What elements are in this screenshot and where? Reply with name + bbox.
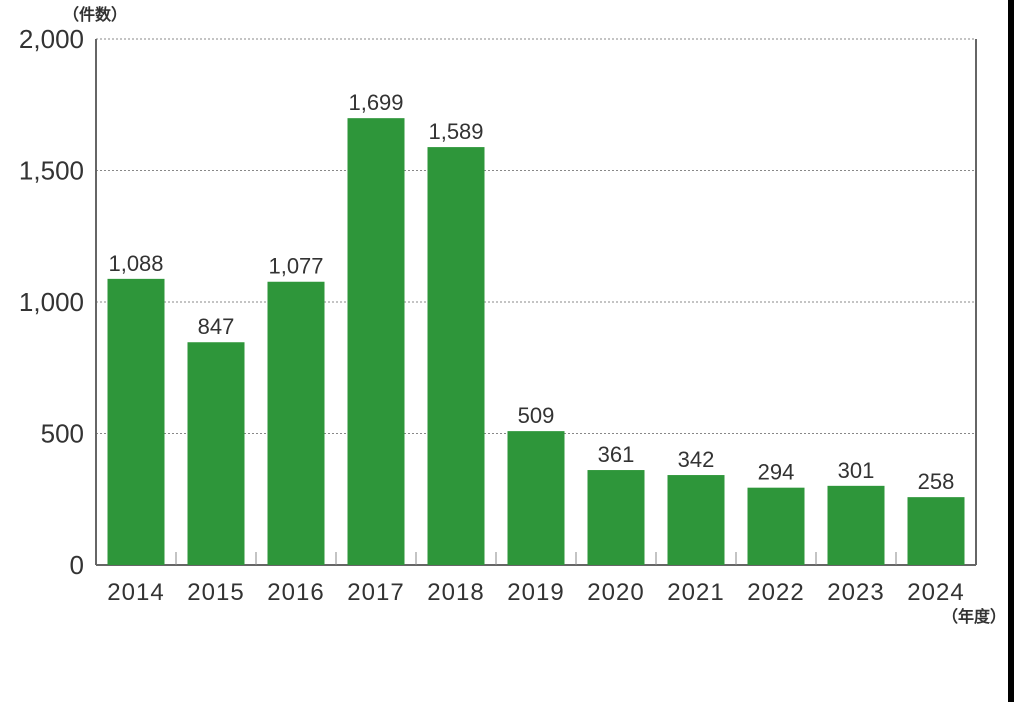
data-label: 294 xyxy=(758,460,795,485)
bar xyxy=(427,147,485,565)
x-tick-label: 2016 xyxy=(267,579,324,606)
x-tick-label: 2017 xyxy=(347,579,404,606)
data-label: 1,699 xyxy=(348,90,403,115)
bars xyxy=(107,118,965,566)
x-axis-unit-label: （年度） xyxy=(942,607,1006,626)
bar xyxy=(267,281,325,565)
data-labels: 1,088 847 1,077 1,699 1,589 509 361 342 294 301 25… xyxy=(108,90,954,494)
x-tick-label: 2018 xyxy=(427,579,484,606)
data-label: 361 xyxy=(598,442,635,467)
x-tick-label: 2024 xyxy=(907,579,964,606)
x-tick-label: 2019 xyxy=(507,579,564,606)
bar xyxy=(347,118,405,566)
data-label: 1,589 xyxy=(428,119,483,144)
bar xyxy=(587,470,645,565)
bar xyxy=(507,431,565,565)
data-label: 847 xyxy=(198,314,235,339)
x-tick-label: 2021 xyxy=(667,579,724,606)
bar xyxy=(107,278,165,565)
x-tick-label: 2023 xyxy=(827,579,884,606)
y-tick-label: 1,000 xyxy=(19,287,84,317)
data-label: 1,077 xyxy=(268,254,323,279)
y-tick-labels: 0 500 1,000 1,500 2,000 xyxy=(19,24,84,580)
data-label: 342 xyxy=(678,447,715,472)
y-tick-label: 500 xyxy=(41,419,84,449)
data-label: 509 xyxy=(518,403,555,428)
x-tick-label: 2022 xyxy=(747,579,804,606)
y-axis-unit-label: （件数） xyxy=(63,5,127,24)
y-tick-label: 2,000 xyxy=(19,24,84,54)
bar xyxy=(827,485,885,565)
bar xyxy=(187,342,245,565)
x-tick-label: 2014 xyxy=(107,579,164,606)
bar xyxy=(667,475,725,565)
x-tick-label: 2015 xyxy=(187,579,244,606)
x-tick-label: 2020 xyxy=(587,579,644,606)
bar xyxy=(747,487,805,565)
x-tick-labels: 2014 2015 2016 2017 2018 2019 2020 2021 2022 2023… xyxy=(107,579,964,606)
data-label: 1,088 xyxy=(108,251,163,276)
data-label: 301 xyxy=(838,458,875,483)
y-tick-label: 0 xyxy=(70,550,84,580)
y-tick-label: 1,500 xyxy=(19,156,84,186)
bar xyxy=(907,497,965,565)
data-label: 258 xyxy=(918,469,955,494)
